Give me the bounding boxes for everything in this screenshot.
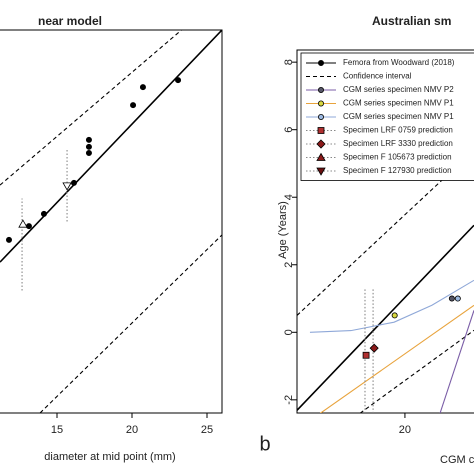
legend-label: CGM series specimen NMV P2 bbox=[343, 85, 454, 94]
marker bbox=[85, 149, 92, 156]
marker bbox=[18, 219, 28, 228]
marker bbox=[70, 179, 77, 186]
left-frame bbox=[0, 29, 223, 414]
marker bbox=[85, 136, 92, 143]
series-line bbox=[297, 149, 474, 316]
marker bbox=[62, 182, 72, 191]
legend-label: Confidence interval bbox=[343, 72, 412, 81]
marker bbox=[85, 143, 92, 150]
legend-marker bbox=[317, 127, 325, 134]
right-x-label: CGM ci bbox=[440, 454, 474, 466]
marker bbox=[448, 295, 455, 302]
y-label: Age (Years) bbox=[277, 201, 289, 259]
legend-label: Specimen LRF 0759 prediction bbox=[343, 126, 453, 135]
x-tick-label: 15 bbox=[51, 424, 63, 436]
series-line bbox=[319, 304, 474, 413]
marker bbox=[454, 295, 461, 302]
y-tick-label: 6 bbox=[283, 127, 295, 133]
legend-marker bbox=[317, 87, 324, 94]
marker bbox=[362, 351, 370, 359]
legend-marker bbox=[316, 152, 326, 161]
plot-area bbox=[297, 149, 474, 413]
series-line bbox=[309, 279, 474, 333]
panel-label: b bbox=[259, 433, 270, 455]
legend-label: Specimen F 127930 prediction bbox=[343, 166, 452, 175]
right-frame bbox=[296, 49, 474, 414]
marker bbox=[40, 210, 47, 217]
series-line bbox=[359, 329, 474, 413]
y-tick-label: 4 bbox=[283, 194, 295, 200]
right-title: Australian sm bbox=[372, 14, 451, 28]
legend-label: CGM series specimen NMV P1 bbox=[343, 99, 454, 108]
marker bbox=[391, 312, 398, 319]
series-line bbox=[0, 30, 222, 263]
legend-label: Femora from Woodward (2018) bbox=[343, 58, 455, 67]
y-tick-label: -2 bbox=[283, 395, 295, 405]
series-line bbox=[39, 234, 222, 413]
y-tick-label: 2 bbox=[283, 262, 295, 268]
marker bbox=[6, 236, 12, 243]
marker bbox=[130, 102, 137, 109]
legend-marker bbox=[316, 139, 326, 149]
marker bbox=[25, 223, 32, 230]
y-tick-label: 8 bbox=[283, 59, 295, 65]
series-line bbox=[439, 310, 474, 413]
legend-label: Specimen F 105673 prediction bbox=[343, 153, 452, 162]
plot-area bbox=[0, 30, 222, 413]
series-line bbox=[0, 30, 182, 186]
legend-marker bbox=[317, 100, 324, 107]
y-tick-label: 0 bbox=[283, 329, 295, 335]
legend-marker bbox=[316, 167, 326, 176]
left-x-label: diameter at mid point (mm) bbox=[44, 451, 175, 463]
x-tick-label: 20 bbox=[126, 424, 138, 436]
marker bbox=[369, 343, 379, 353]
left-title: near model bbox=[38, 14, 102, 28]
legend-label: Specimen LRF 3330 prediction bbox=[343, 139, 453, 148]
marker bbox=[139, 84, 146, 91]
series-line bbox=[297, 224, 474, 411]
legend-marker bbox=[317, 60, 324, 67]
x-tick-label: 25 bbox=[201, 424, 213, 436]
legend-marker bbox=[317, 114, 324, 121]
legend-label: CGM series specimen NMV P1 bbox=[343, 112, 454, 121]
marker bbox=[175, 77, 182, 84]
x-tick-label: 20 bbox=[399, 424, 411, 436]
